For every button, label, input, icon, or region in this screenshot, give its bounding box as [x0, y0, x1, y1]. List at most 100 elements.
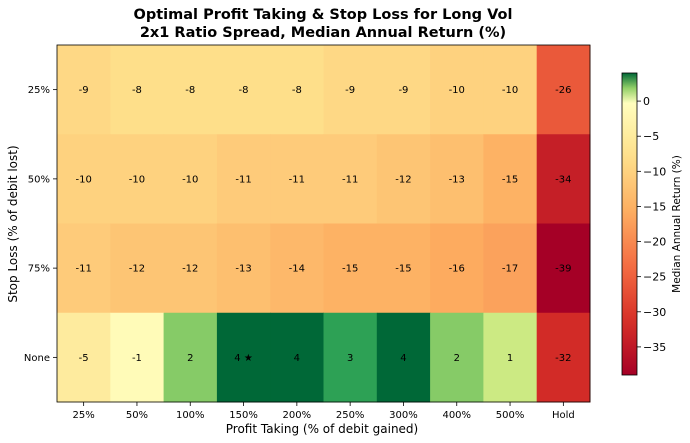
- cell-value-label: -9: [398, 85, 408, 96]
- heatmap-cell: [483, 134, 538, 224]
- cell-value-label: -32: [555, 353, 571, 364]
- cell-value-label: -39: [555, 264, 571, 275]
- heatmap-cell: [323, 223, 378, 314]
- cell-value-label: -17: [502, 264, 518, 275]
- heatmap-cell: [323, 45, 378, 135]
- heatmap-cell: [483, 45, 538, 135]
- cell-value-label: -34: [555, 174, 571, 185]
- heatmap-cell: [376, 134, 431, 224]
- y-axis-ticks: 25% 50% 75% None: [24, 85, 57, 364]
- cell-value-label: -12: [182, 264, 198, 275]
- x-tick-label: 50%: [126, 410, 148, 421]
- heatmap-cell: [536, 134, 591, 224]
- cell-value-label: -8: [239, 85, 249, 96]
- heatmap-cell: [163, 134, 218, 224]
- cell-value-label: -11: [235, 174, 251, 185]
- cell-value-label: 4: [294, 353, 300, 364]
- heatmap-cell: [163, 45, 218, 135]
- colorbar-ticks: 0 −5 −10 −15 −20 −25 −30 −35: [637, 95, 666, 354]
- cell-value-label: -10: [182, 174, 198, 185]
- heatmap-cell: [270, 312, 324, 403]
- cell-value-label: -12: [395, 174, 411, 185]
- cell-value-label: -10: [449, 85, 465, 96]
- heatmap-cell: [376, 312, 431, 403]
- y-tick-label: 50%: [28, 174, 50, 185]
- colorbar-tick-label: −20: [643, 236, 666, 249]
- heatmap-cell: [430, 45, 484, 135]
- x-tick-label: Hold: [552, 410, 575, 421]
- colorbar: [621, 72, 638, 376]
- cell-value-label: -10: [502, 85, 518, 96]
- heatmap-cell: [110, 45, 165, 135]
- heatmap-cell: [216, 45, 271, 135]
- x-axis-label: Profit Taking (% of debit gained): [226, 422, 418, 436]
- heatmap-cell: [536, 312, 591, 403]
- heatmap-cell: [110, 223, 165, 314]
- colorbar-tick-label: −10: [643, 165, 666, 178]
- colorbar-tick-label: 0: [643, 95, 650, 108]
- colorbar-tick-label: −30: [643, 306, 666, 319]
- heatmap-cell: [536, 223, 591, 314]
- x-tick-label: 100%: [176, 410, 205, 421]
- x-tick-label: 300%: [389, 410, 418, 421]
- colorbar-tick-label: −35: [643, 341, 666, 354]
- cell-value-label: -10: [129, 174, 145, 185]
- y-tick-label: 75%: [28, 264, 50, 275]
- heatmap-cell: [376, 223, 431, 314]
- cell-value-label: -15: [395, 264, 411, 275]
- heatmap-cell: [323, 312, 378, 403]
- colorbar-tick-label: −15: [643, 200, 666, 213]
- x-axis-ticks: 25% 50% 100% 150% 200% 250% 300% 400% 500% Hold: [73, 402, 575, 421]
- cell-value-label: -14: [289, 264, 305, 275]
- x-tick-label: 250%: [336, 410, 365, 421]
- cell-value-label: -1: [132, 353, 142, 364]
- heatmap-cell: [57, 223, 111, 314]
- cell-value-label: -12: [129, 264, 145, 275]
- cell-value-label: -15: [502, 174, 518, 185]
- plot-frame: [56, 44, 591, 403]
- heatmap-cell: [216, 223, 271, 314]
- cell-value-label: -8: [292, 85, 302, 96]
- x-tick-label: 500%: [496, 410, 525, 421]
- heatmap-cell: [430, 223, 484, 314]
- heatmap-cell: [376, 45, 431, 135]
- cell-value-label: -13: [235, 264, 251, 275]
- heatmap-cell: [110, 312, 165, 403]
- heatmap-cell: [216, 134, 271, 224]
- heatmap-cell: [270, 134, 324, 224]
- cell-value-label: -8: [185, 85, 195, 96]
- y-tick-label: None: [24, 353, 50, 364]
- x-tick-label: 200%: [283, 410, 312, 421]
- heatmap-cell: [163, 312, 218, 403]
- heatmap-cells: -9 -8 -8 -8 -8 -9 -9 -10 -10 -26-10 -10 -10 -11 -11 -1…: [56, 44, 591, 403]
- cell-value-label: 1: [507, 353, 513, 364]
- heatmap-cell: [536, 45, 591, 135]
- colorbar-label: Median Annual Return (%): [671, 155, 683, 293]
- cell-value-label: -11: [75, 264, 91, 275]
- cell-value-label: -9: [79, 85, 89, 96]
- cell-value-label: -15: [342, 264, 358, 275]
- heatmap-cell: [57, 312, 111, 403]
- heatmap-cell: [430, 134, 484, 224]
- cell-value-label: -26: [555, 85, 571, 96]
- x-tick-label: 25%: [73, 410, 95, 421]
- heatmap-cell: [430, 312, 484, 403]
- colorbar-tick-label: −25: [643, 271, 666, 284]
- cell-value-label: -9: [345, 85, 355, 96]
- cell-value-label: -11: [289, 174, 305, 185]
- best-cell-label: 4 ★: [234, 353, 253, 364]
- heatmap-cell: [110, 134, 165, 224]
- colorbar-tick-label: −5: [643, 130, 659, 143]
- chart-title: Optimal Profit Taking & Stop Loss for Lo…: [134, 7, 513, 23]
- cell-value-label: 3: [347, 353, 353, 364]
- cell-value-label: 2: [454, 353, 460, 364]
- x-tick-label: 400%: [442, 410, 471, 421]
- cell-value-label: 2: [187, 353, 193, 364]
- cell-value-label: -16: [449, 264, 465, 275]
- heatmap-cell: [57, 45, 111, 135]
- heatmap-cell: [163, 223, 218, 314]
- cell-value-label: -5: [79, 353, 89, 364]
- cell-value-label: -10: [75, 174, 91, 185]
- cell-value-label: 4: [400, 353, 406, 364]
